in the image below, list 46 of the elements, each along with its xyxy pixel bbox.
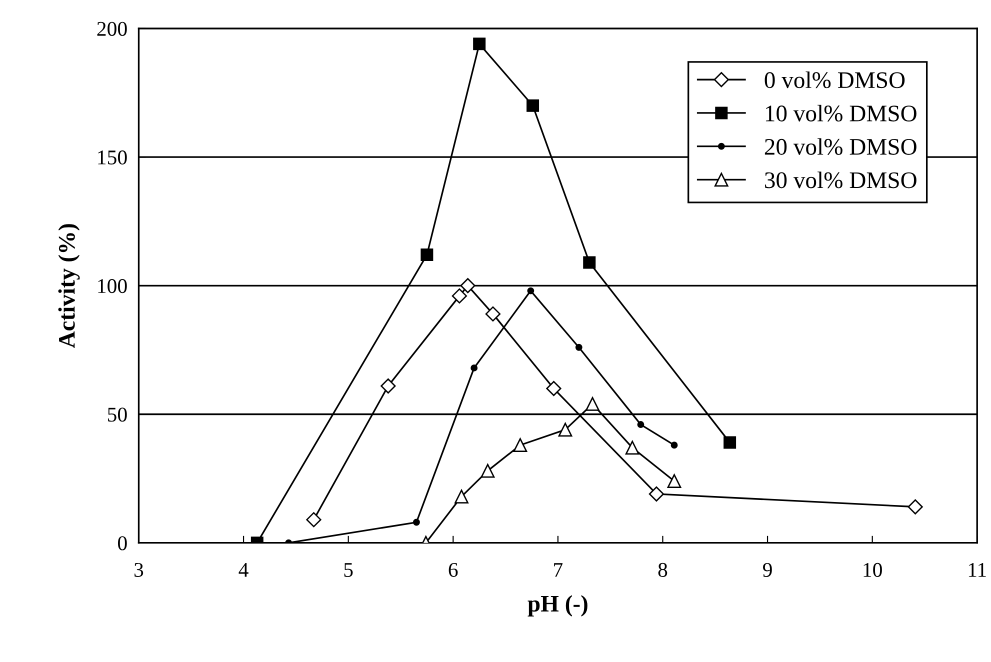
point [527, 287, 534, 294]
point [452, 288, 467, 304]
point [306, 512, 322, 528]
legend-label: 0 vol% DMSO [764, 71, 905, 88]
x-tick-label: 8 [658, 562, 668, 577]
legend-label: 30 vol% DMSO [765, 172, 916, 188]
x-tick-label: 6 [448, 562, 458, 577]
point [480, 464, 495, 478]
point [908, 499, 923, 514]
y-axis-title: Activity (%) [58, 224, 80, 348]
point [460, 278, 476, 294]
point [546, 380, 562, 396]
x-tick-label: 11 [968, 562, 986, 577]
point [558, 422, 572, 437]
point [380, 378, 396, 394]
legend-label: 10 vol% DMSO [766, 104, 916, 122]
point [412, 518, 420, 526]
x-tick-label: 7 [554, 563, 563, 577]
point [420, 248, 434, 262]
x-tick-label: 10 [864, 562, 882, 577]
point [625, 440, 640, 455]
x-tick-label: 3 [134, 562, 144, 577]
y-tick-label: 150 [98, 150, 127, 164]
x-tick-label: 9 [762, 562, 772, 577]
x-tick-label: 4 [238, 563, 248, 577]
point [667, 474, 682, 488]
point [470, 364, 478, 372]
y-tick-label: 0 [118, 536, 127, 550]
point [670, 442, 678, 449]
point [575, 344, 582, 351]
point [724, 436, 736, 449]
x-axis-title: pH (-) [528, 595, 588, 616]
point [485, 306, 501, 322]
point [586, 397, 600, 411]
point [473, 38, 486, 50]
legend-label: 20 vol% DMSO [764, 138, 916, 155]
point [454, 490, 468, 504]
point [637, 421, 644, 428]
point [513, 438, 528, 452]
y-tick-label: 50 [108, 408, 127, 422]
point [648, 486, 664, 502]
y-tick-label: 100 [98, 279, 127, 294]
point [583, 256, 596, 269]
y-tick-label: 200 [97, 22, 127, 36]
point [526, 99, 540, 112]
x-tick-label: 5 [344, 563, 353, 577]
